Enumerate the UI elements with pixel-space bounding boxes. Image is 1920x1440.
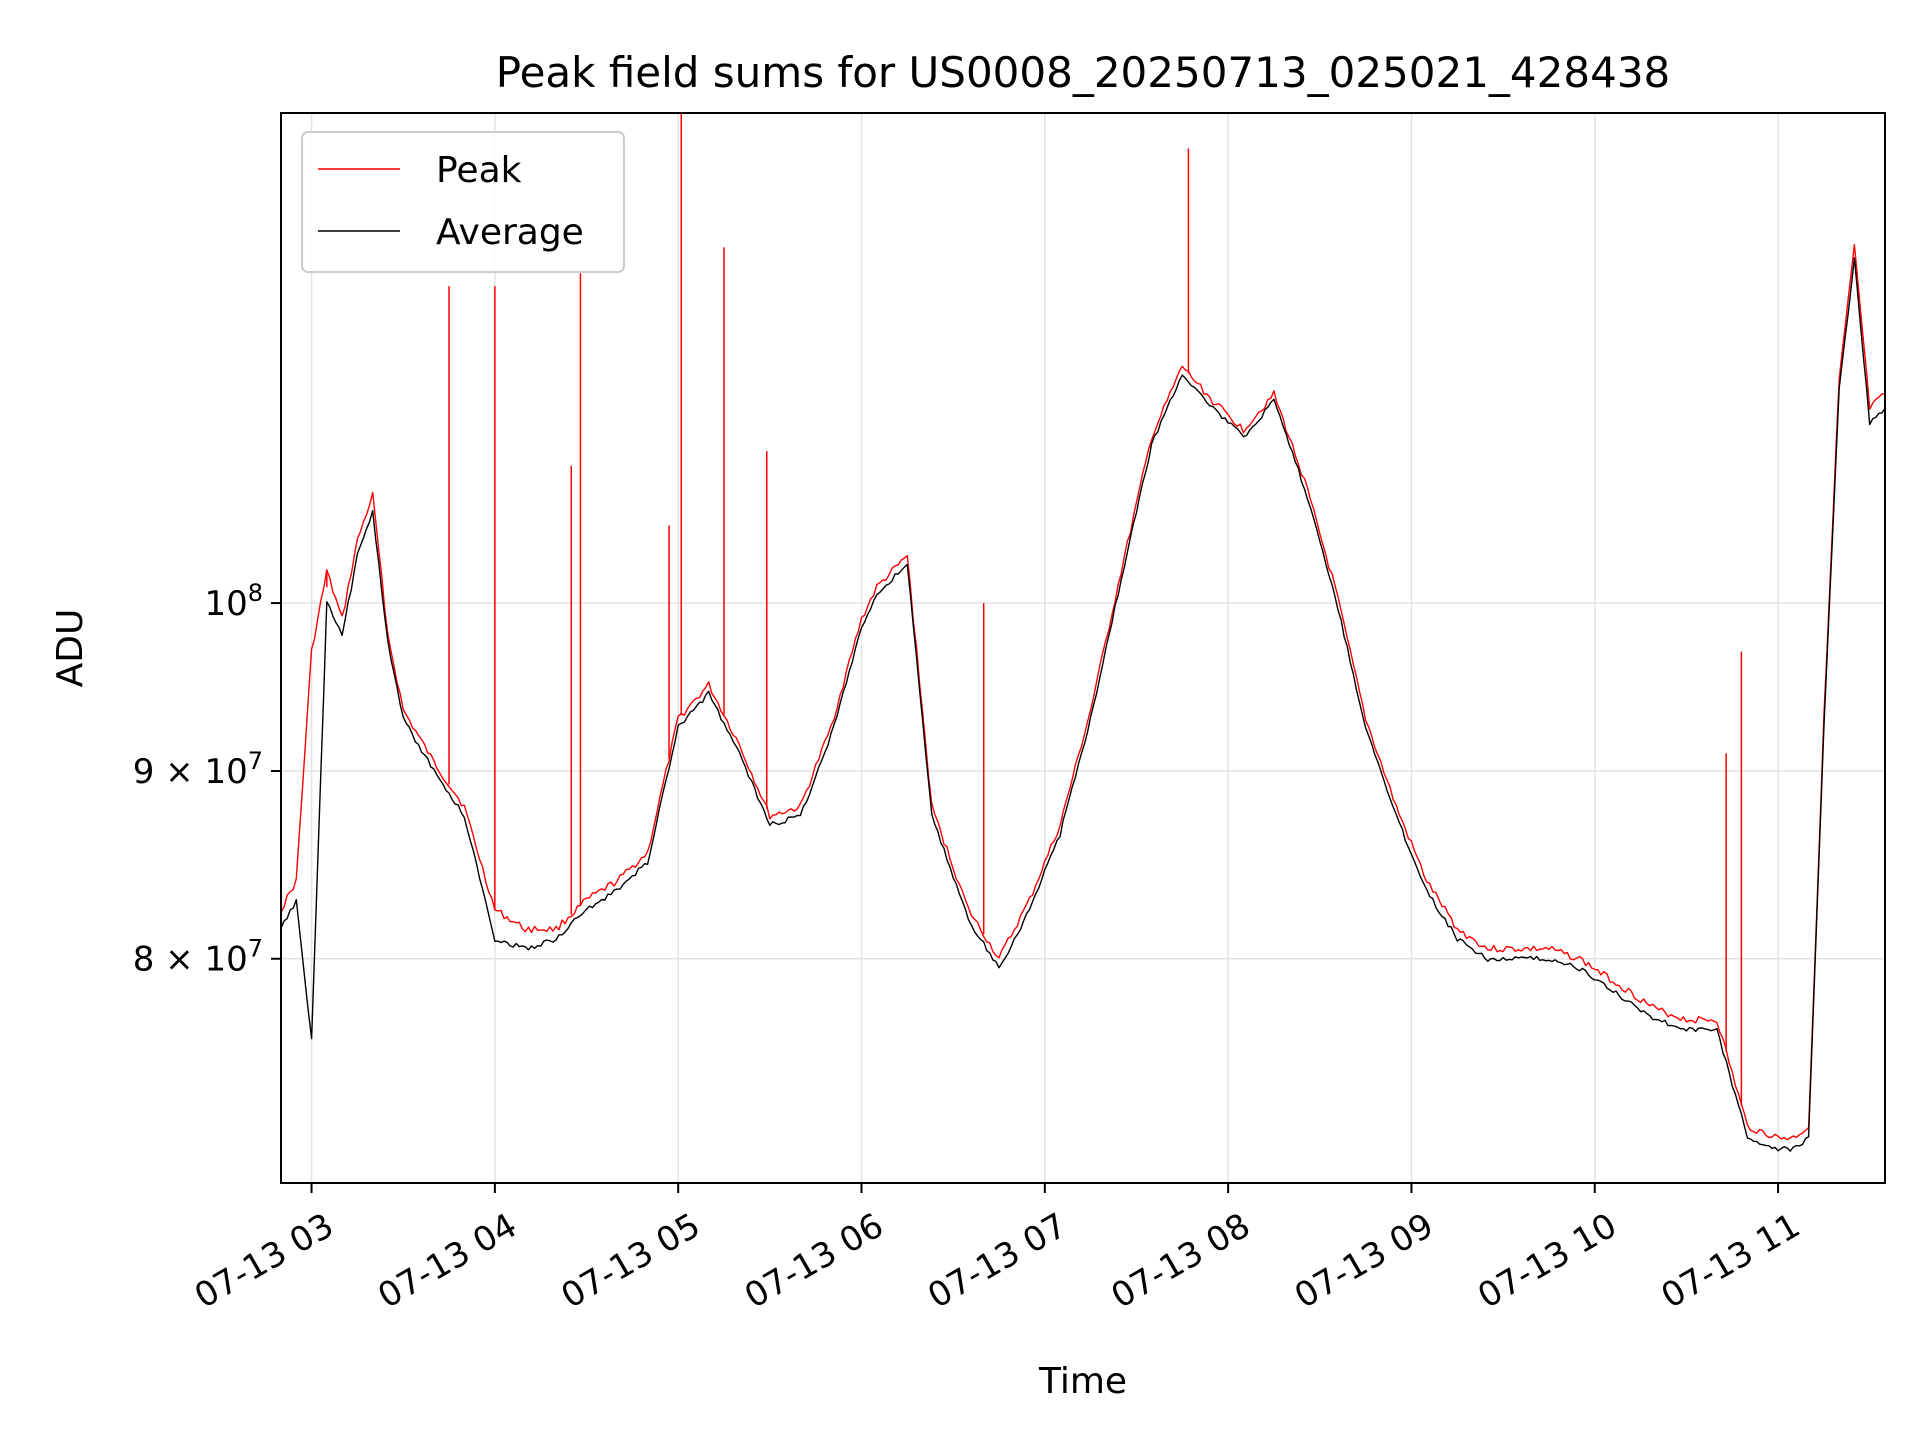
y-tick-label: 9 × 107 [133,747,263,792]
x-axis-label: Time [1038,1361,1127,1402]
series-line-peak [280,244,1886,1141]
y-tick-label: 108 [204,579,263,624]
y-axis-label: ADU [50,609,91,688]
series-lines [280,113,1886,1152]
y-tick-label: 8 × 107 [133,935,263,980]
plot-frame [280,112,1886,1184]
legend-label-peak: Peak [436,150,522,191]
series-line-average [280,257,1886,1152]
legend-box [301,131,625,273]
chart-title: Peak field sums for US0008_20250713_0250… [496,48,1671,97]
legend-label-average: Average [436,212,584,253]
legend: Peak Average [301,131,625,273]
y-axis: 8 × 107 9 × 107 108 [133,579,281,980]
